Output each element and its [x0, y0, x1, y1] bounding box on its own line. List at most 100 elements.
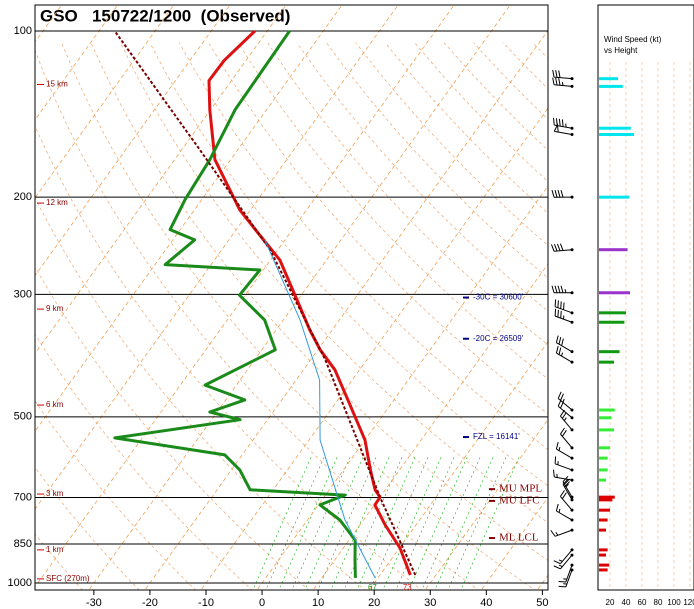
wind-barb-base: [570, 428, 574, 432]
wind-barb-base: [570, 248, 574, 252]
wind-barb-base: [570, 360, 574, 364]
wind-barb: [553, 549, 573, 565]
wind-panel-frame: [597, 4, 694, 591]
wind-tick-label: 120: [683, 598, 694, 607]
isotherm-grid-line: [256, 185, 548, 590]
wind-tick-label: 100: [667, 598, 681, 607]
isotherm-grid-line: [424, 418, 548, 590]
isotherm: [35, 5, 174, 199]
wind-speed-bar: [599, 563, 610, 567]
wind-barb-base: [570, 77, 574, 81]
wind-barb-base: [570, 498, 574, 502]
wind-barb-base: [570, 291, 574, 295]
wind-tick-label: 20: [606, 598, 615, 607]
annotation: FZL = 16141': [473, 432, 520, 441]
wind-barb: [558, 569, 573, 588]
height-label: 9 km: [46, 304, 64, 313]
wind-speed-bar: [599, 133, 634, 137]
height-label: 6 km: [46, 400, 64, 409]
wind-barb: [553, 117, 573, 129]
profile-line: [113, 30, 417, 576]
plot-area: [35, 29, 548, 584]
height-label: 12 km: [46, 198, 68, 207]
wind-barb: [550, 243, 573, 252]
wind-barb-base: [570, 456, 574, 460]
wind-barb: [552, 77, 573, 87]
wind-barb: [557, 391, 573, 411]
annotation: -30C = 30600': [473, 293, 524, 302]
wind-speed-bar: [599, 84, 623, 88]
annotation: MU MPL: [499, 483, 542, 495]
plot-frame: [34, 4, 549, 591]
dry-adiabat: [149, 42, 548, 487]
wind-barb: [555, 441, 573, 459]
dry-adiabat: [120, 42, 548, 524]
wind-panel-title: vs Height: [604, 46, 638, 55]
wind-barb: [554, 308, 573, 323]
x-tick-label: 0: [259, 597, 265, 609]
dry-adiabat: [208, 42, 548, 415]
wind-speed-bar: [599, 553, 606, 557]
dry-adiabat: [296, 42, 548, 312]
wind-barb-base: [570, 416, 574, 420]
annotation: MU LFC: [499, 494, 540, 506]
wind-speed-bar: [599, 311, 626, 315]
wind-speed-bar: [599, 478, 606, 482]
wind-barb-base: [570, 548, 574, 552]
wind-barb: [558, 564, 573, 583]
wind-tick-label: 40: [622, 598, 631, 607]
wind-barb-base: [570, 508, 574, 512]
wind-speed-bar: [599, 360, 614, 364]
isotherm: [35, 5, 342, 432]
y-tick-label: 100: [14, 25, 32, 37]
height-label: SFC (270m): [46, 574, 90, 583]
wind-barb: [560, 409, 573, 431]
dry-adiabat: [35, 266, 310, 590]
wind-barb: [552, 69, 573, 80]
wind-speed-bar: [599, 126, 631, 130]
wind-speed-bar: [599, 77, 618, 81]
wind-barb-base: [570, 126, 574, 130]
dry-adiabat: [35, 125, 423, 590]
isotherm: [35, 5, 118, 121]
wind-barb: [562, 475, 573, 498]
wind-barb: [554, 456, 573, 471]
wind-barb-base: [570, 84, 574, 88]
chart-title: GSO 150722/1200 (Observed): [40, 6, 290, 25]
annotation: -20C = 26509': [473, 334, 524, 343]
wind-barb: [555, 345, 573, 363]
profile-line: [264, 239, 376, 579]
wind-barb-base: [570, 563, 574, 567]
wind-barb: [553, 554, 573, 570]
wind-speed-bar: [599, 495, 615, 499]
wind-speed-bar: [599, 408, 615, 412]
profile-line: [113, 30, 357, 578]
y-tick-label: 300: [14, 288, 32, 300]
x-tick-label: 40: [480, 597, 492, 609]
wind-speed-bar: [599, 446, 610, 450]
wind-barb-base: [570, 446, 574, 450]
dry-adiabat: [35, 49, 479, 590]
wind-barb: [557, 399, 573, 419]
x-tick-label: 50: [536, 597, 548, 609]
height-label: 1 km: [46, 545, 64, 554]
thermo-background: [35, 5, 548, 590]
wind-barb: [551, 190, 573, 198]
wind-speed-bar: [599, 320, 625, 324]
y-tick-label: 1000: [8, 577, 32, 589]
isotherm-grid-line: [200, 107, 548, 590]
wind-tick-label: 80: [654, 598, 663, 607]
x-tick-label: 30: [424, 597, 436, 609]
surface-dewpoint-label: 67: [368, 583, 377, 592]
wind-barb-base: [570, 320, 574, 324]
isotherm: [35, 5, 286, 355]
dry-adiabat: [35, 196, 366, 590]
wind-speed-bar: [599, 468, 608, 472]
wind-tick-label: 60: [638, 598, 647, 607]
wind-barb-base: [570, 195, 574, 199]
wind-speed-bar: [599, 498, 613, 502]
dry-adiabat: [35, 400, 197, 590]
wind-barb-base: [570, 568, 574, 572]
isotherm: [35, 5, 398, 510]
